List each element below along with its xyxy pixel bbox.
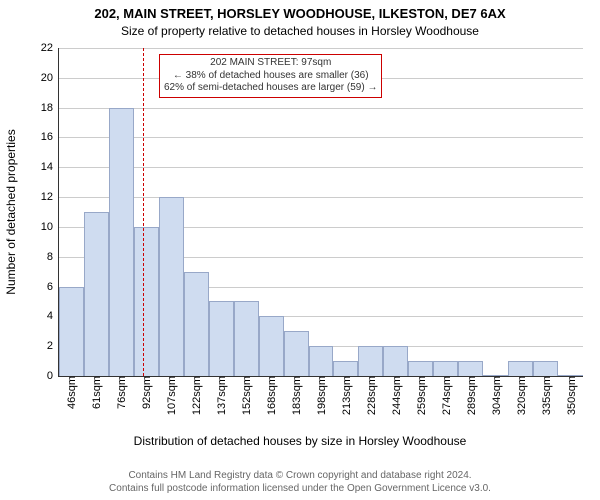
y-tick-label: 4 [47, 310, 59, 322]
histogram-bar [358, 346, 383, 376]
y-tick-label: 12 [41, 191, 59, 203]
histogram-bar [209, 301, 234, 376]
x-tick-label: 122sqm [189, 376, 203, 415]
x-tick-label: 137sqm [214, 376, 228, 415]
x-tick-label: 244sqm [389, 376, 403, 415]
chart-title: 202, MAIN STREET, HORSLEY WOODHOUSE, ILK… [0, 6, 600, 21]
x-tick-label: 274sqm [439, 376, 453, 415]
x-tick-label: 213sqm [339, 376, 353, 415]
y-tick-label: 6 [47, 281, 59, 293]
x-tick-label: 61sqm [89, 376, 103, 409]
y-axis-label: Number of detached properties [4, 129, 18, 294]
histogram-bar [333, 361, 358, 376]
footer-line-1: Contains HM Land Registry data © Crown c… [0, 470, 600, 483]
x-tick-label: 335sqm [539, 376, 553, 415]
footer-attribution: Contains HM Land Registry data © Crown c… [0, 470, 600, 495]
x-tick-label: 107sqm [164, 376, 178, 415]
histogram-bar [184, 272, 209, 376]
x-tick-label: 228sqm [364, 376, 378, 415]
histogram-bar [309, 346, 334, 376]
annotation-line: 202 MAIN STREET: 97sqm [164, 57, 377, 70]
y-tick-label: 22 [41, 42, 59, 54]
histogram-bar [433, 361, 458, 376]
x-tick-label: 152sqm [239, 376, 253, 415]
histogram-bar [408, 361, 433, 376]
y-tick-label: 18 [41, 102, 59, 114]
x-tick-label: 304sqm [489, 376, 503, 415]
histogram-bar [259, 316, 284, 376]
histogram-bar [533, 361, 558, 376]
annotation-line: 62% of semi-detached houses are larger (… [164, 82, 377, 95]
gridline [59, 197, 583, 198]
x-tick-label: 183sqm [289, 376, 303, 415]
footer-line-2: Contains full postcode information licen… [0, 483, 600, 496]
x-tick-label: 76sqm [114, 376, 128, 409]
histogram-bar [109, 108, 134, 376]
y-tick-label: 2 [47, 340, 59, 352]
x-tick-label: 350sqm [564, 376, 578, 415]
x-tick-label: 320sqm [514, 376, 528, 415]
chart-subtitle: Size of property relative to detached ho… [0, 24, 600, 38]
gridline [59, 167, 583, 168]
histogram-bar [134, 227, 159, 376]
gridline [59, 48, 583, 49]
y-tick-label: 0 [47, 370, 59, 382]
histogram-bar [458, 361, 483, 376]
gridline [59, 108, 583, 109]
x-tick-label: 46sqm [64, 376, 78, 409]
x-tick-label: 289sqm [464, 376, 478, 415]
x-tick-label: 168sqm [264, 376, 278, 415]
annotation-line: ← 38% of detached houses are smaller (36… [164, 70, 377, 83]
x-axis-label: Distribution of detached houses by size … [0, 434, 600, 448]
x-tick-label: 259sqm [414, 376, 428, 415]
x-tick-label: 198sqm [314, 376, 328, 415]
x-tick-label: 92sqm [139, 376, 153, 409]
annotation-box: 202 MAIN STREET: 97sqm← 38% of detached … [159, 54, 382, 98]
histogram-bar [84, 212, 109, 376]
y-tick-label: 10 [41, 221, 59, 233]
gridline [59, 137, 583, 138]
histogram-bar [59, 287, 84, 376]
y-tick-label: 14 [41, 161, 59, 173]
plot-area: 024681012141618202246sqm61sqm76sqm92sqm1… [58, 48, 583, 377]
y-tick-label: 16 [41, 131, 59, 143]
reference-line [143, 48, 144, 376]
histogram-bar [284, 331, 309, 376]
histogram-bar [234, 301, 259, 376]
y-tick-label: 20 [41, 72, 59, 84]
histogram-bar [383, 346, 408, 376]
histogram-bar [508, 361, 533, 376]
histogram-bar [159, 197, 184, 376]
y-tick-label: 8 [47, 251, 59, 263]
